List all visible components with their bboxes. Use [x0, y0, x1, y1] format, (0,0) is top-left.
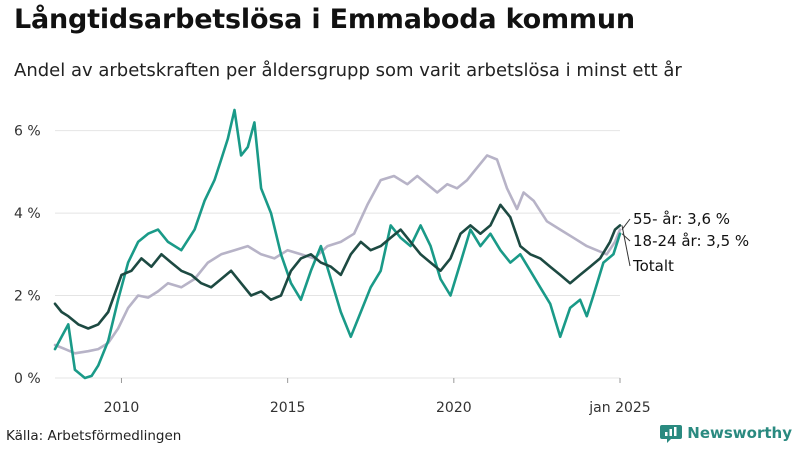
series-end-labels: 55- år: 3,6 % 18-24 år: 3,5 % Totalt — [621, 210, 749, 275]
series-lines — [53, 108, 622, 380]
source-note: Källa: Arbetsförmedlingen — [6, 428, 182, 444]
y-tick-label: 2 % — [14, 289, 41, 305]
series-line-total — [53, 203, 622, 330]
chart-subtitle: Andel av arbetskraften per åldersgrupp s… — [14, 60, 682, 81]
grid-lines — [55, 130, 620, 379]
x-tick-label: 2010 — [104, 400, 140, 416]
series-end-label-young: 18-24 år: 3,5 % — [633, 232, 749, 250]
series-end-label-total: Totalt — [632, 257, 674, 275]
x-tick-label: jan 2025 — [588, 400, 650, 416]
brand-name: Newsworthy — [687, 424, 792, 442]
y-tick-label: 0 % — [14, 371, 41, 387]
bar-chart-icon — [660, 425, 683, 443]
series-end-label-old: 55- år: 3,6 % — [633, 210, 730, 228]
brand-logo[interactable]: Newsworthy — [660, 423, 792, 443]
x-tick-label: 2020 — [436, 400, 472, 416]
x-tick-label: 2015 — [270, 400, 306, 416]
series-line-old — [53, 154, 622, 355]
y-tick-label: 4 % — [14, 206, 41, 222]
leader-line — [621, 233, 631, 242]
y-tick-label: 6 % — [14, 124, 41, 140]
leader-line — [621, 225, 631, 267]
chart-title: Långtidsarbetslösa i Emmaboda kommun — [14, 4, 635, 35]
series-line-young — [53, 108, 622, 380]
leader-line — [621, 218, 631, 230]
axis-ticks: 0 % 2 % 4 % 6 % 2010 2015 2020 jan 2025 — [14, 124, 651, 416]
